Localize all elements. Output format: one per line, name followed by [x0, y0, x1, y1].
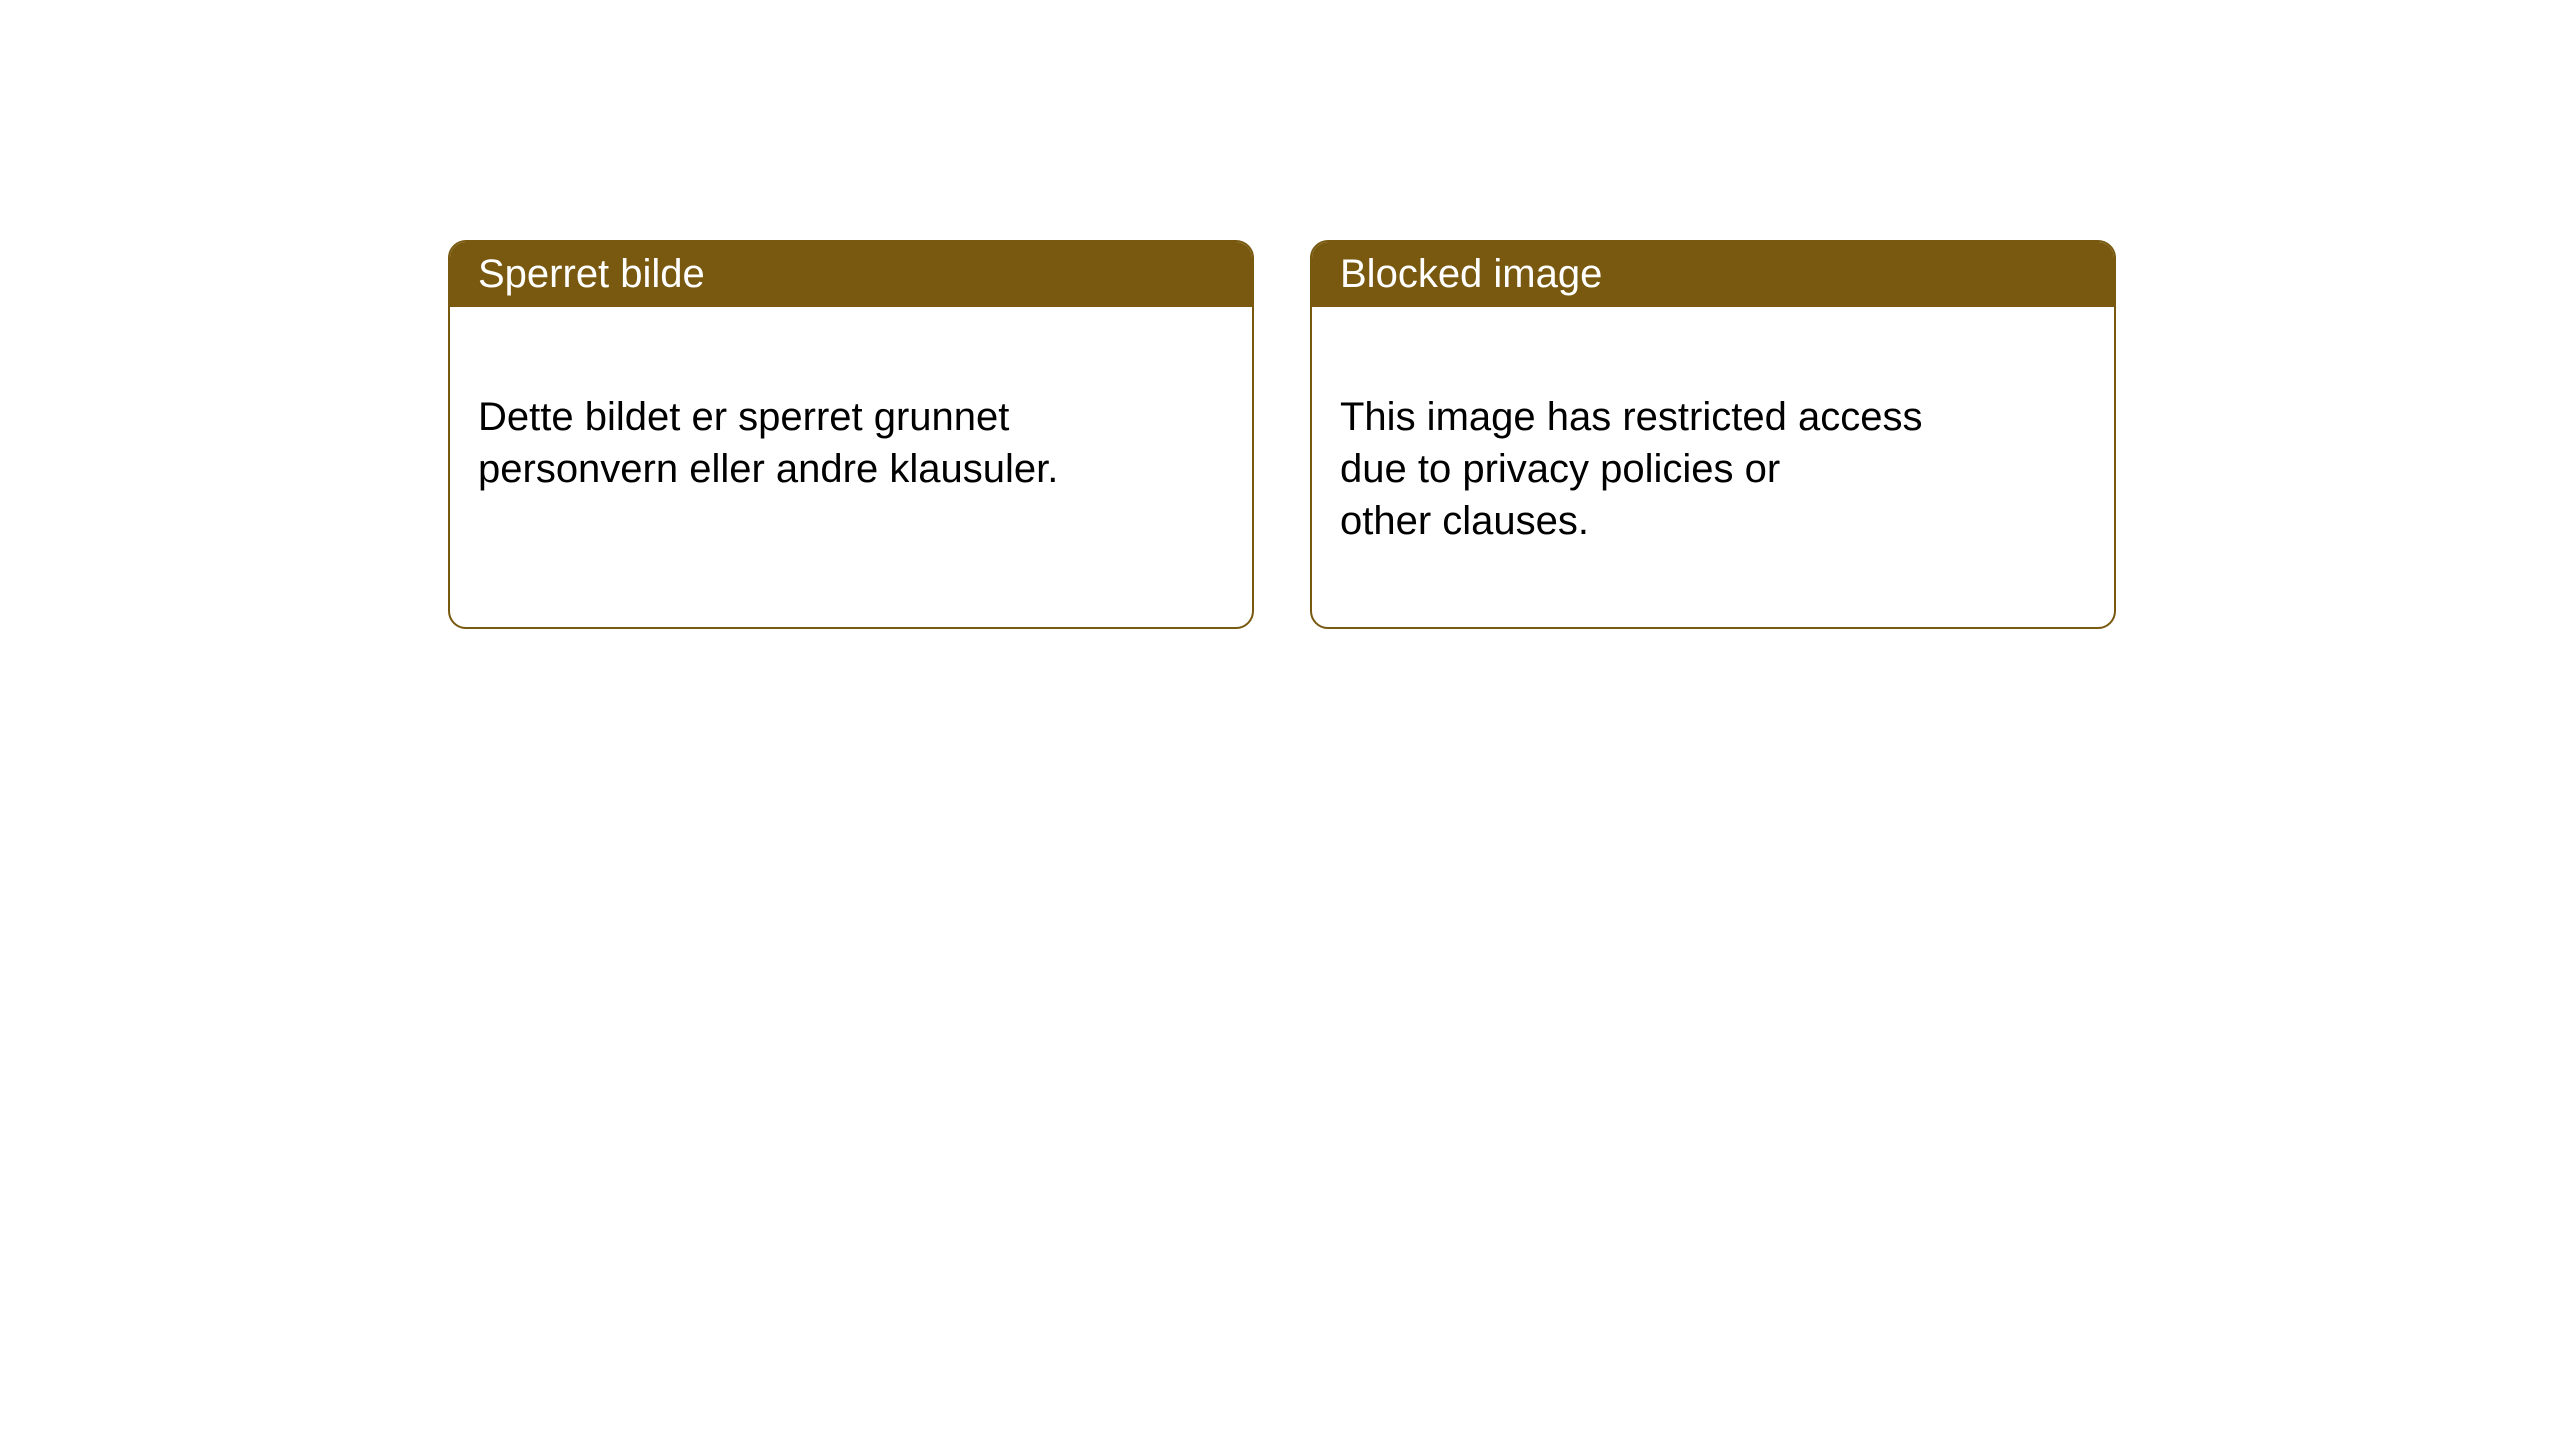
notice-header: Blocked image: [1312, 242, 2114, 307]
notice-body-text: Dette bildet er sperret grunnet personve…: [478, 395, 1058, 491]
notice-card-english: Blocked image This image has restricted …: [1310, 240, 2116, 629]
notice-title: Sperret bilde: [478, 252, 705, 296]
notice-title: Blocked image: [1340, 252, 1602, 296]
notice-body: This image has restricted access due to …: [1312, 307, 2114, 627]
notice-header: Sperret bilde: [450, 242, 1252, 307]
notice-body-text: This image has restricted access due to …: [1340, 395, 1922, 543]
notice-body: Dette bildet er sperret grunnet personve…: [450, 307, 1252, 575]
notice-card-norwegian: Sperret bilde Dette bildet er sperret gr…: [448, 240, 1254, 629]
notice-cards-container: Sperret bilde Dette bildet er sperret gr…: [448, 240, 2116, 629]
